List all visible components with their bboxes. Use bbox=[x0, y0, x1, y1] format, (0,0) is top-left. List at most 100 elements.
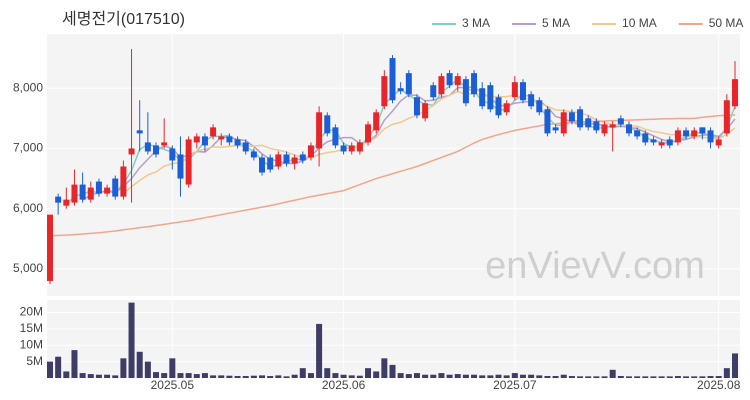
volume-bar bbox=[144, 361, 151, 378]
candle-body bbox=[487, 85, 494, 110]
x-tick-label: 2025.05 bbox=[151, 378, 195, 392]
candle-body bbox=[136, 130, 143, 134]
volume-bar bbox=[552, 376, 559, 378]
volume-bar bbox=[177, 373, 184, 378]
volume-bar bbox=[732, 353, 738, 378]
legend-label: 10 MA bbox=[622, 16, 657, 30]
candle-body bbox=[479, 88, 486, 107]
candle-body bbox=[617, 118, 624, 125]
volume-bar bbox=[405, 374, 412, 378]
volume-bar bbox=[291, 374, 298, 378]
volume-bar bbox=[299, 368, 306, 378]
legend-label: 5 MA bbox=[542, 16, 570, 30]
volume-bar bbox=[259, 375, 266, 378]
volume-tick-label: 10M bbox=[20, 337, 43, 351]
volume-bar bbox=[275, 375, 282, 378]
volume-bar bbox=[503, 375, 510, 378]
candle-body bbox=[683, 130, 690, 137]
volume-bar bbox=[373, 371, 380, 378]
candle-body bbox=[87, 187, 94, 200]
volume-bar bbox=[446, 374, 453, 378]
volume-bar bbox=[267, 376, 274, 378]
candle-body bbox=[112, 178, 119, 197]
candle-body bbox=[153, 145, 160, 155]
candle-body bbox=[397, 88, 404, 92]
candle-body bbox=[104, 187, 111, 194]
volume-bar bbox=[544, 376, 551, 378]
volume-bar bbox=[87, 374, 94, 378]
volume-bar bbox=[120, 358, 127, 378]
volume-bar bbox=[136, 351, 143, 378]
legend-label: 3 MA bbox=[462, 16, 490, 30]
candle-body bbox=[381, 76, 388, 107]
candle-body bbox=[332, 127, 339, 146]
volume-bar bbox=[47, 361, 53, 378]
volume-bar bbox=[585, 376, 592, 378]
volume-bar bbox=[658, 376, 665, 378]
candle-body bbox=[283, 154, 290, 164]
candle-body bbox=[634, 130, 641, 137]
volume-bar bbox=[201, 373, 208, 378]
candle-body bbox=[316, 112, 323, 149]
candle-body bbox=[609, 124, 616, 128]
candle-body bbox=[324, 115, 331, 134]
volume-bar bbox=[283, 376, 290, 378]
volume-bar bbox=[348, 375, 355, 378]
volume-bar bbox=[112, 375, 119, 378]
volume-bar bbox=[609, 369, 616, 378]
volume-bar bbox=[707, 376, 714, 378]
volume-bar bbox=[340, 374, 347, 378]
candle-body bbox=[495, 97, 502, 116]
volume-bar bbox=[332, 373, 339, 378]
candle-body bbox=[307, 145, 314, 158]
volume-bar bbox=[617, 376, 624, 378]
volume-bar bbox=[161, 373, 168, 378]
volume-bar bbox=[413, 373, 420, 378]
candle-body bbox=[365, 124, 372, 143]
volume-bar bbox=[471, 374, 478, 378]
volume-bar bbox=[193, 374, 200, 378]
volume-bar bbox=[723, 368, 730, 378]
candle-body bbox=[577, 109, 584, 128]
candle-body bbox=[259, 157, 266, 173]
candle-body bbox=[707, 130, 714, 143]
candle-body bbox=[144, 142, 151, 152]
candle-body bbox=[430, 85, 437, 98]
candle-body bbox=[348, 145, 355, 152]
volume-bar bbox=[699, 376, 706, 378]
volume-bar bbox=[430, 374, 437, 378]
candle-body bbox=[291, 157, 298, 164]
volume-bar bbox=[454, 374, 461, 378]
volume-bar bbox=[63, 371, 70, 378]
volume-bar bbox=[381, 358, 388, 378]
volume-bar bbox=[674, 376, 681, 378]
volume-bar bbox=[218, 375, 225, 378]
volume-bar bbox=[642, 376, 649, 378]
volume-bar bbox=[324, 368, 331, 378]
candle-body bbox=[650, 139, 657, 143]
ma-line bbox=[122, 90, 736, 194]
candle-body bbox=[177, 154, 184, 179]
candle-body bbox=[201, 136, 208, 146]
candle-body bbox=[242, 142, 249, 152]
candle-body bbox=[625, 124, 632, 134]
candle-body bbox=[732, 79, 738, 107]
candle-body bbox=[519, 82, 526, 101]
candle-body bbox=[666, 139, 673, 146]
candle-body bbox=[405, 73, 412, 95]
volume-bar bbox=[528, 374, 535, 378]
candle-body bbox=[723, 100, 730, 134]
y-tick-label: 7,000 bbox=[13, 141, 43, 155]
volume-bar bbox=[153, 372, 160, 378]
candle-body bbox=[536, 100, 543, 113]
volume-bar bbox=[462, 374, 469, 378]
volume-bar bbox=[316, 323, 323, 378]
candle-body bbox=[471, 73, 478, 95]
candle-body bbox=[462, 79, 469, 104]
candle-body bbox=[560, 112, 567, 134]
volume-bar bbox=[365, 368, 372, 378]
volume-bar bbox=[593, 376, 600, 378]
candle-body bbox=[699, 127, 706, 134]
candle-body bbox=[234, 139, 241, 146]
volume-bar bbox=[226, 375, 233, 378]
